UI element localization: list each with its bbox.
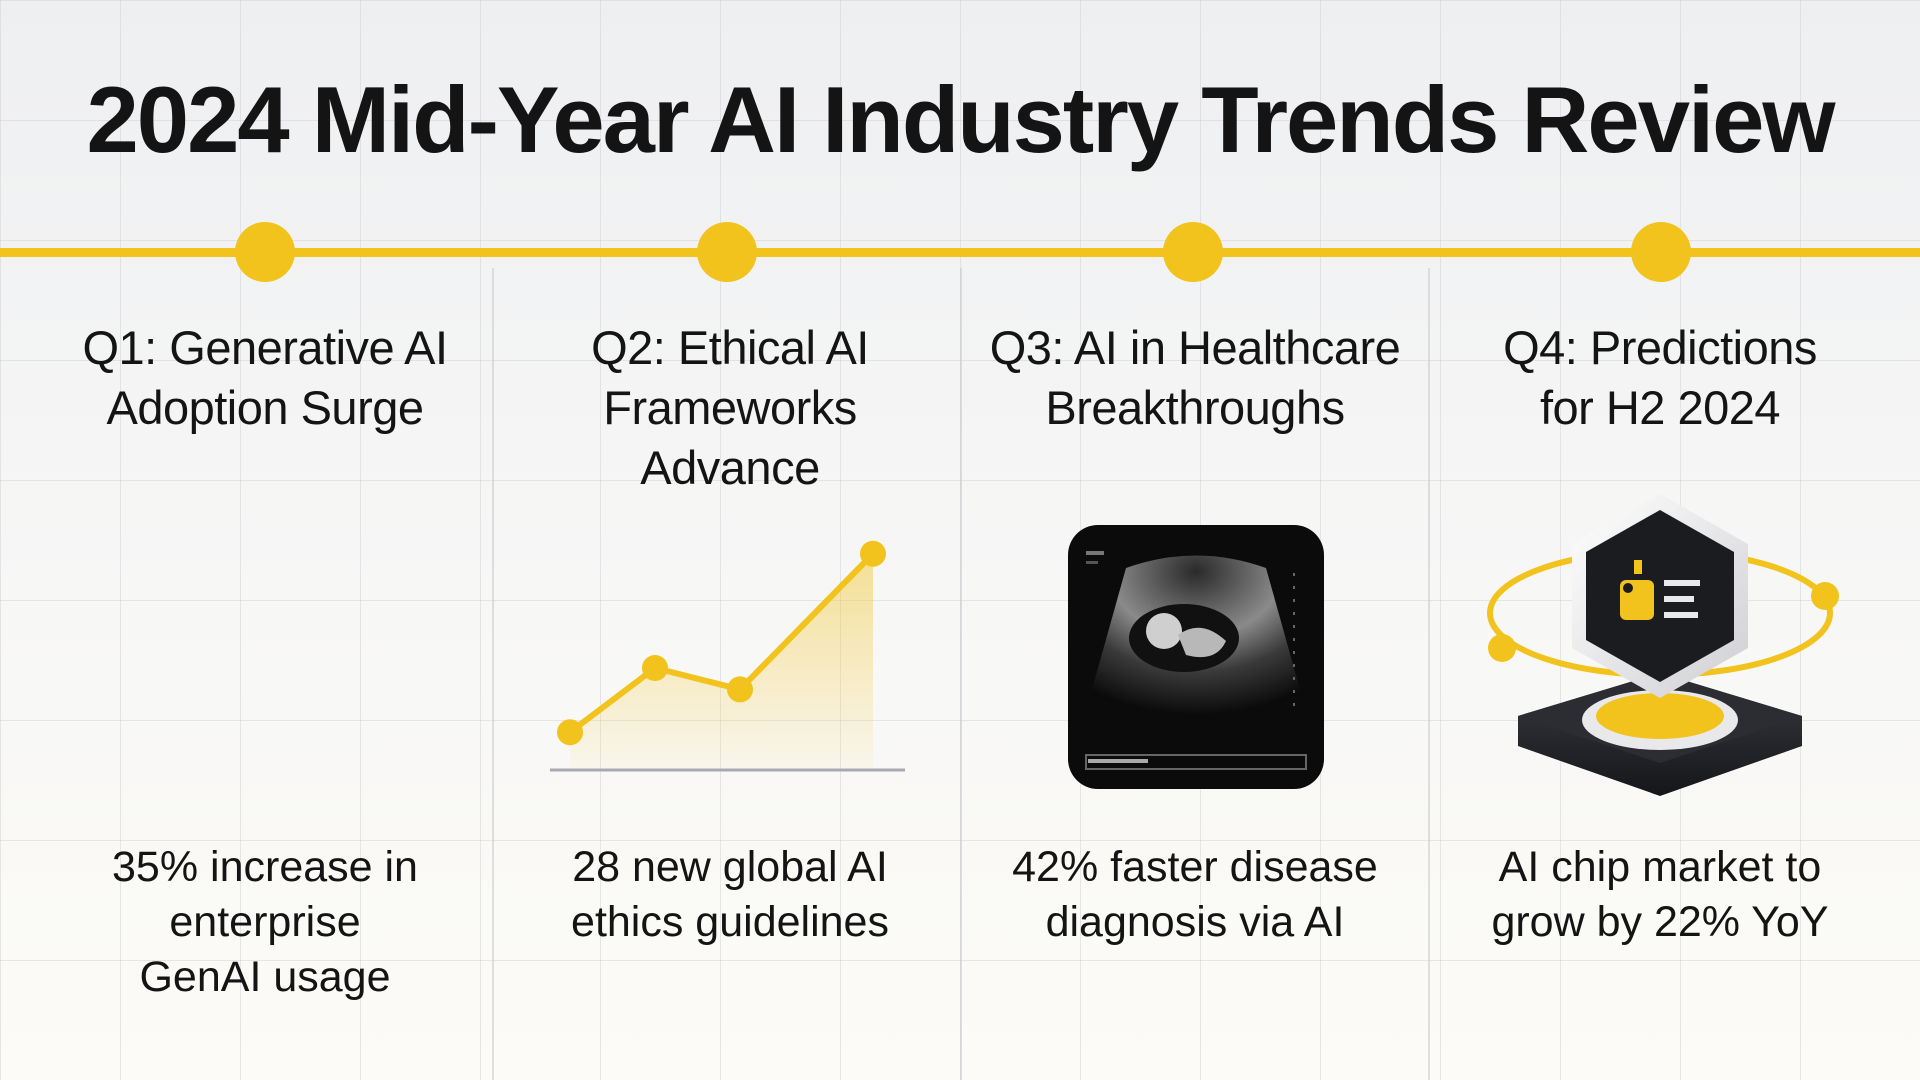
column-heading: Q4: Predictions for H2 2024: [1425, 318, 1895, 438]
heading-line: Breakthroughs: [1045, 381, 1345, 434]
heading-line: Q4: Predictions: [1503, 321, 1817, 374]
data-point: [642, 655, 668, 681]
bar-label: 35%: [114, 520, 196, 566]
data-point: [727, 676, 753, 703]
timeline-line: [0, 248, 1920, 257]
timeline-dot-q2: [697, 222, 757, 282]
column-q1: Q1: Generative AI Adoption Surge 35% 35% 4…: [30, 318, 500, 1001]
bar: [120, 577, 190, 768]
column-divider: [492, 268, 494, 1080]
column-q3: Q3: AI in Healthcare Breakthroughs 42% f…: [960, 318, 1430, 946]
timeline-dot-q4: [1631, 222, 1691, 282]
timeline-dot-q1: [235, 222, 295, 282]
column-heading: Q3: AI in Healthcare Breakthroughs: [960, 318, 1430, 438]
bar: [228, 506, 298, 768]
column-caption: AI chip market to grow by 22% YoY: [1425, 840, 1895, 950]
area-fill: [570, 553, 873, 768]
caption-line: 42% faster disease: [1012, 843, 1378, 891]
caption-line: grow by 22% YoY: [1491, 898, 1829, 946]
heading-line: Advance: [640, 441, 820, 494]
heading-line: Q2: Ethical AI: [591, 321, 869, 374]
caption-line: enterprise: [169, 898, 361, 946]
bar-label: 40%: [328, 536, 410, 582]
ai-chip-icon: [1487, 494, 1839, 796]
heading-line: Q1: Generative AI: [82, 321, 448, 374]
column-heading: Q2: Ethical AI Frameworks Advance: [495, 318, 965, 498]
heading-line: for H2 2024: [1539, 381, 1781, 434]
ultrasound-screen-icon: [1068, 525, 1324, 789]
area-chart: [550, 540, 905, 772]
bar: [334, 593, 404, 768]
column-caption: 28 new global AI ethics guidelines: [495, 840, 965, 950]
bar-label: 35%: [222, 449, 304, 495]
data-point: [860, 540, 886, 567]
series-line: [568, 551, 876, 735]
caption-line: AI chip market to: [1498, 843, 1822, 891]
page-title: 2024 Mid-Year AI Industry Trends Review: [86, 67, 1836, 172]
caption-line: 28 new global AI: [572, 843, 888, 891]
heading-line: Q3: AI in Healthcare: [989, 321, 1401, 374]
column-q4: Q4: Predictions for H2 2024: [1425, 318, 1895, 946]
timeline-dot-q3: [1163, 222, 1223, 282]
caption-line: GenAI usage: [139, 953, 391, 1001]
heading-line: Adoption Surge: [106, 381, 424, 434]
caption-line: ethics guidelines: [571, 898, 889, 946]
column-divider: [1428, 268, 1430, 1080]
column-caption: 42% faster disease diagnosis via AI: [960, 840, 1430, 950]
column-heading: Q1: Generative AI Adoption Surge: [30, 318, 500, 438]
caption-line: 35% increase in: [112, 843, 418, 891]
heading-line: Frameworks: [603, 381, 857, 434]
column-divider: [960, 268, 962, 1080]
caption-line: diagnosis via AI: [1045, 898, 1345, 946]
column-q2: Q2: Ethical AI Frameworks Advance 28 new…: [495, 318, 965, 946]
column-caption: 35% increase in enterprise GenAI usage: [30, 840, 500, 1005]
data-point: [557, 719, 583, 746]
